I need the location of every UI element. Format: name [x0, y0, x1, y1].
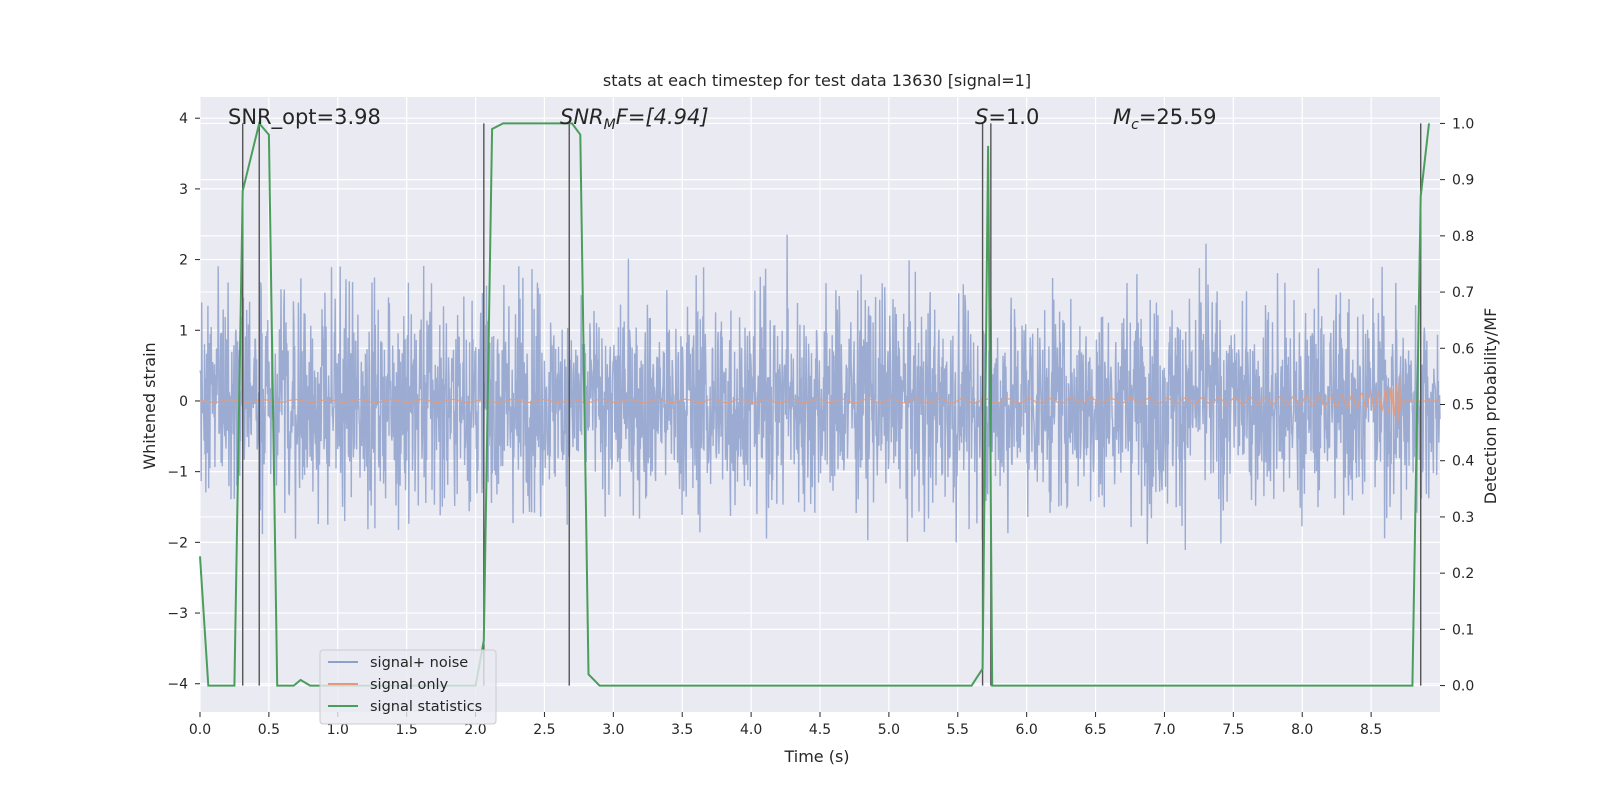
y-left-axis-ticks: 4 3 2 1 0 −1 −2 −3 −4 — [167, 111, 200, 693]
y-left-tick-label: 4 — [179, 111, 188, 127]
x-tick-label: 1.5 — [396, 722, 418, 738]
x-tick-label: 7.0 — [1153, 722, 1175, 738]
y-left-tick-label: −1 — [167, 465, 188, 481]
annotation-snr-opt: SNR_opt=3.98 — [228, 105, 381, 130]
x-tick-label: 5.5 — [947, 722, 969, 738]
series-signal-only — [199, 375, 1440, 423]
annotation-snr-mf-value: F=[4.94] — [616, 105, 709, 129]
x-axis-label: Time (s) — [783, 747, 849, 766]
series-signal-noise — [199, 234, 1441, 551]
annotation-snr-mf: SNRMF=[4.94] — [560, 105, 709, 133]
y-left-tick-label: 1 — [179, 323, 188, 339]
x-tick-label: 4.5 — [809, 722, 831, 738]
x-tick-label: 8.5 — [1360, 722, 1382, 738]
series-signal-statistics — [199, 121, 1430, 687]
annotation-snr-mf-symbol: SNR — [560, 105, 604, 129]
y-right-tick-label: 0.2 — [1452, 566, 1474, 582]
legend-label-signal-statistics: signal statistics — [370, 699, 482, 715]
y-right-tick-label: 0.3 — [1452, 510, 1474, 526]
y-left-tick-label: 3 — [179, 182, 188, 198]
x-tick-label: 7.5 — [1222, 722, 1244, 738]
y-right-tick-label: 0.7 — [1452, 285, 1474, 301]
signal-statistics-line — [199, 121, 1430, 687]
x-tick-label: 2.5 — [533, 722, 555, 738]
x-tick-label: 3.5 — [671, 722, 693, 738]
x-tick-label: 6.0 — [1016, 722, 1038, 738]
annotation-snr-mf-subscript: M — [604, 117, 616, 133]
x-tick-label: 0.5 — [258, 722, 280, 738]
y-right-tick-label: 1.0 — [1452, 116, 1474, 132]
annotation-s-value: =1.0 — [988, 105, 1039, 129]
y-right-tick-label: 0.4 — [1452, 454, 1474, 470]
annotation-mc-value: =25.59 — [1139, 105, 1217, 129]
y-right-tick-label: 0.6 — [1452, 341, 1474, 357]
chart-title: stats at each timestep for test data 136… — [603, 71, 1031, 90]
x-tick-label: 8.0 — [1291, 722, 1313, 738]
y-left-tick-label: −4 — [167, 677, 188, 693]
y-right-tick-label: 0.5 — [1452, 398, 1474, 414]
y-left-tick-label: −2 — [167, 535, 188, 551]
legend: signal+ noise signal only signal statist… — [319, 649, 497, 725]
annotation-mc: Mc=25.59 — [1113, 105, 1217, 133]
annotation-s-symbol: S — [975, 105, 988, 129]
y-left-tick-label: 0 — [179, 394, 188, 410]
y-right-axis-label: Detection probability/MF — [1481, 308, 1500, 505]
y-right-tick-label: 0.8 — [1452, 229, 1474, 245]
x-tick-label: 4.0 — [740, 722, 762, 738]
y-right-tick-label: 0.9 — [1452, 173, 1474, 189]
y-left-axis-label: Whitened strain — [140, 342, 159, 469]
y-right-tick-label: 0.0 — [1452, 679, 1474, 695]
x-tick-label: 0.0 — [189, 722, 211, 738]
y-right-tick-label: 0.1 — [1452, 622, 1474, 638]
signal-only-trace — [199, 375, 1440, 423]
legend-label-signal-noise: signal+ noise — [370, 655, 468, 671]
x-tick-label: 2.0 — [464, 722, 486, 738]
y-left-tick-label: 2 — [179, 253, 188, 269]
annotation-s: S=1.0 — [975, 105, 1039, 129]
x-axis-ticks: 0.0 0.5 1.0 1.5 2.0 2.5 3.0 3.5 4.0 4.5 5.0 5.5 6.0 6… — [189, 712, 1382, 738]
x-tick-label: 3.0 — [602, 722, 624, 738]
legend-box — [319, 649, 497, 725]
annotation-mc-symbol: M — [1113, 105, 1131, 129]
signal-noise-trace — [199, 234, 1441, 551]
legend-label-signal-only: signal only — [370, 677, 449, 693]
y-left-tick-label: −3 — [167, 606, 188, 622]
y-right-axis-ticks: 1.0 0.9 0.8 0.7 0.6 0.5 0.4 0.3 0.2 0.1 0.0 — [1440, 116, 1474, 695]
x-tick-label: 6.5 — [1084, 722, 1106, 738]
annotation-mc-subscript: c — [1131, 117, 1139, 133]
x-tick-label: 5.0 — [878, 722, 900, 738]
x-tick-label: 1.0 — [327, 722, 349, 738]
